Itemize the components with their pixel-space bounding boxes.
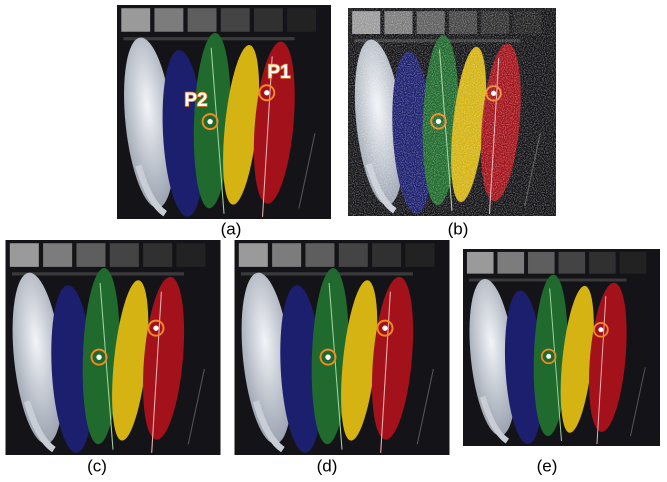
point-label: P2 bbox=[184, 90, 207, 111]
panel-caption: (a) bbox=[221, 219, 242, 238]
panel-image bbox=[5, 240, 220, 455]
panel-image bbox=[463, 249, 660, 446]
point-label: P1 bbox=[267, 62, 291, 83]
panel-image bbox=[234, 240, 449, 455]
noise-overlay bbox=[348, 5, 556, 219]
panel-caption: (b) bbox=[448, 219, 469, 238]
panel-caption: (c) bbox=[87, 456, 107, 475]
panel-image bbox=[117, 5, 331, 219]
panel-caption: (d) bbox=[317, 456, 338, 475]
panel-caption: (e) bbox=[537, 456, 558, 475]
